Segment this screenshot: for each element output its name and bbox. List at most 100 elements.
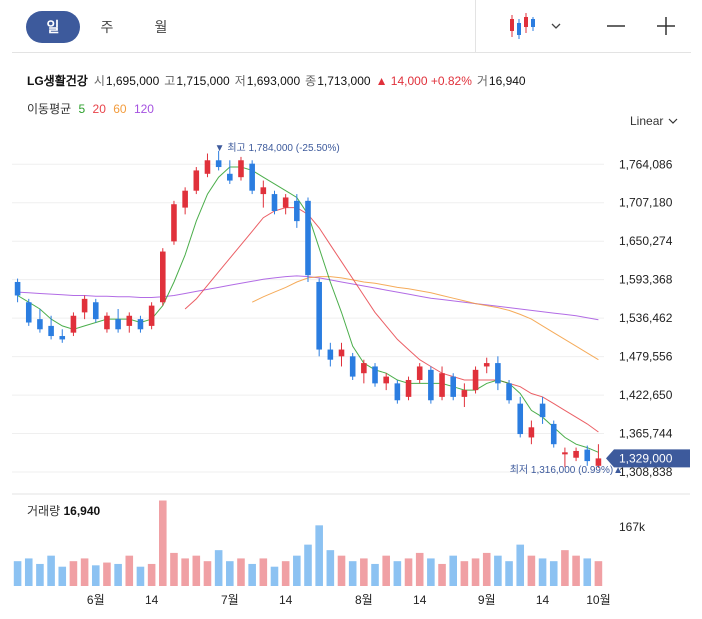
scale-dropdown[interactable]: Linear (630, 114, 678, 128)
volume-bar (538, 558, 547, 586)
volume-bar (181, 558, 189, 586)
volume-bar (259, 558, 268, 586)
volume-bar (147, 563, 156, 586)
candle (294, 194, 300, 228)
x-tick-label: 6월 (87, 593, 105, 607)
zoom-out-button[interactable] (591, 0, 641, 52)
x-axis-ticks: 6월 14 7월 14 8월 14 9월 14 10월 (87, 593, 611, 607)
volume-title: 거래량 16,940 (27, 502, 100, 519)
volume-bar (315, 525, 323, 586)
candle-body (495, 363, 501, 384)
candle-body (182, 190, 188, 208)
candle (472, 366, 479, 394)
volume-bar (505, 561, 513, 586)
high-annotation: ▼ 최고 1,784,000 (-25.50%) (215, 142, 340, 154)
y-tick-label: 1,308,838 (619, 465, 673, 479)
candle-body (394, 383, 401, 401)
candle (349, 352, 356, 380)
y-tick-label: 1,422,650 (619, 388, 673, 402)
candle-body (294, 200, 300, 222)
candle-body (528, 427, 535, 438)
candle-body (439, 373, 445, 397)
volume-bar (170, 552, 178, 586)
candle-body (472, 369, 479, 391)
candle (439, 366, 445, 401)
candle (126, 312, 133, 333)
tab-monthly[interactable]: 월 (154, 19, 168, 35)
ma-legend-60[interactable]: 60 (113, 102, 127, 116)
volume-bar (527, 555, 536, 586)
change-value: ▲ 14,000 +0.82% (375, 74, 472, 88)
volume-bar (13, 561, 22, 586)
candle-body (383, 376, 389, 384)
candle (461, 383, 468, 408)
candle (271, 190, 278, 215)
volume-bar (494, 555, 502, 586)
candle (595, 444, 602, 468)
zoom-in-button[interactable] (641, 0, 691, 52)
volume-bar (572, 555, 580, 586)
ma-legend-5[interactable]: 5 (78, 102, 86, 116)
candle-body (160, 251, 166, 303)
candle-body (260, 187, 267, 195)
candle (584, 445, 591, 466)
ma-legend-title: 이동평균 (27, 102, 72, 116)
volume-bar (516, 544, 525, 586)
volume-bar (237, 558, 245, 586)
candle-body (271, 194, 278, 211)
candle (450, 373, 456, 401)
candle-body (405, 379, 412, 397)
volume-bar (348, 561, 357, 586)
tab-daily[interactable]: 일 (26, 11, 80, 43)
candle (215, 150, 222, 171)
candle-body (137, 319, 144, 330)
y-tick-label: 1,479,556 (619, 350, 673, 364)
candle (227, 160, 233, 184)
volume-tick-label: 167k (619, 520, 646, 534)
candle-body (517, 403, 524, 435)
chart-type-button[interactable] (475, 0, 591, 52)
close-label: 종 (305, 74, 317, 88)
candle-body (249, 163, 255, 191)
current-price-label: 1,329,000 (619, 451, 673, 465)
x-tick-label: 9월 (478, 593, 496, 607)
ma60-line (251, 276, 599, 361)
candle-body (227, 173, 233, 181)
volume-bar (393, 561, 402, 586)
period-tabs: 일 주 월 (26, 11, 188, 43)
y-tick-label: 1,536,462 (619, 311, 673, 325)
candle-body (282, 197, 289, 208)
tab-weekly[interactable]: 주 (100, 19, 114, 35)
candle-body (238, 160, 244, 178)
chart-toolbar: 일 주 월 (12, 0, 691, 53)
candle (59, 329, 66, 343)
volume-bar (594, 561, 603, 586)
volume-bar (471, 558, 480, 586)
candle-body (126, 315, 133, 326)
candle (394, 379, 401, 404)
candle (171, 200, 177, 245)
volume-bars: 167k (13, 500, 646, 586)
volume-label: 거 (476, 74, 488, 88)
close-value: 1,713,000 (317, 74, 371, 88)
candle-body (361, 363, 367, 374)
volume-bar (125, 555, 134, 586)
candle-body (92, 302, 99, 320)
candle (416, 363, 423, 384)
volume-bar (36, 563, 44, 586)
y-axis-ticks: 1,764,086 1,707,180 1,650,274 1,593,368 1,53… (619, 157, 673, 479)
stock-name: LG생활건강 (27, 74, 88, 88)
volume-bar (270, 566, 279, 586)
volume-bar (438, 563, 446, 586)
candle-body (48, 325, 54, 337)
candle-body (37, 319, 43, 330)
candle (383, 373, 389, 391)
ma-legend-20[interactable]: 20 (92, 102, 106, 116)
volume-bar (449, 555, 457, 586)
candle (316, 278, 322, 357)
volume-bar (248, 563, 256, 586)
ma-legend-120[interactable]: 120 (133, 102, 154, 116)
y-tick-label: 1,707,180 (619, 196, 673, 210)
ma120-line (17, 275, 599, 321)
